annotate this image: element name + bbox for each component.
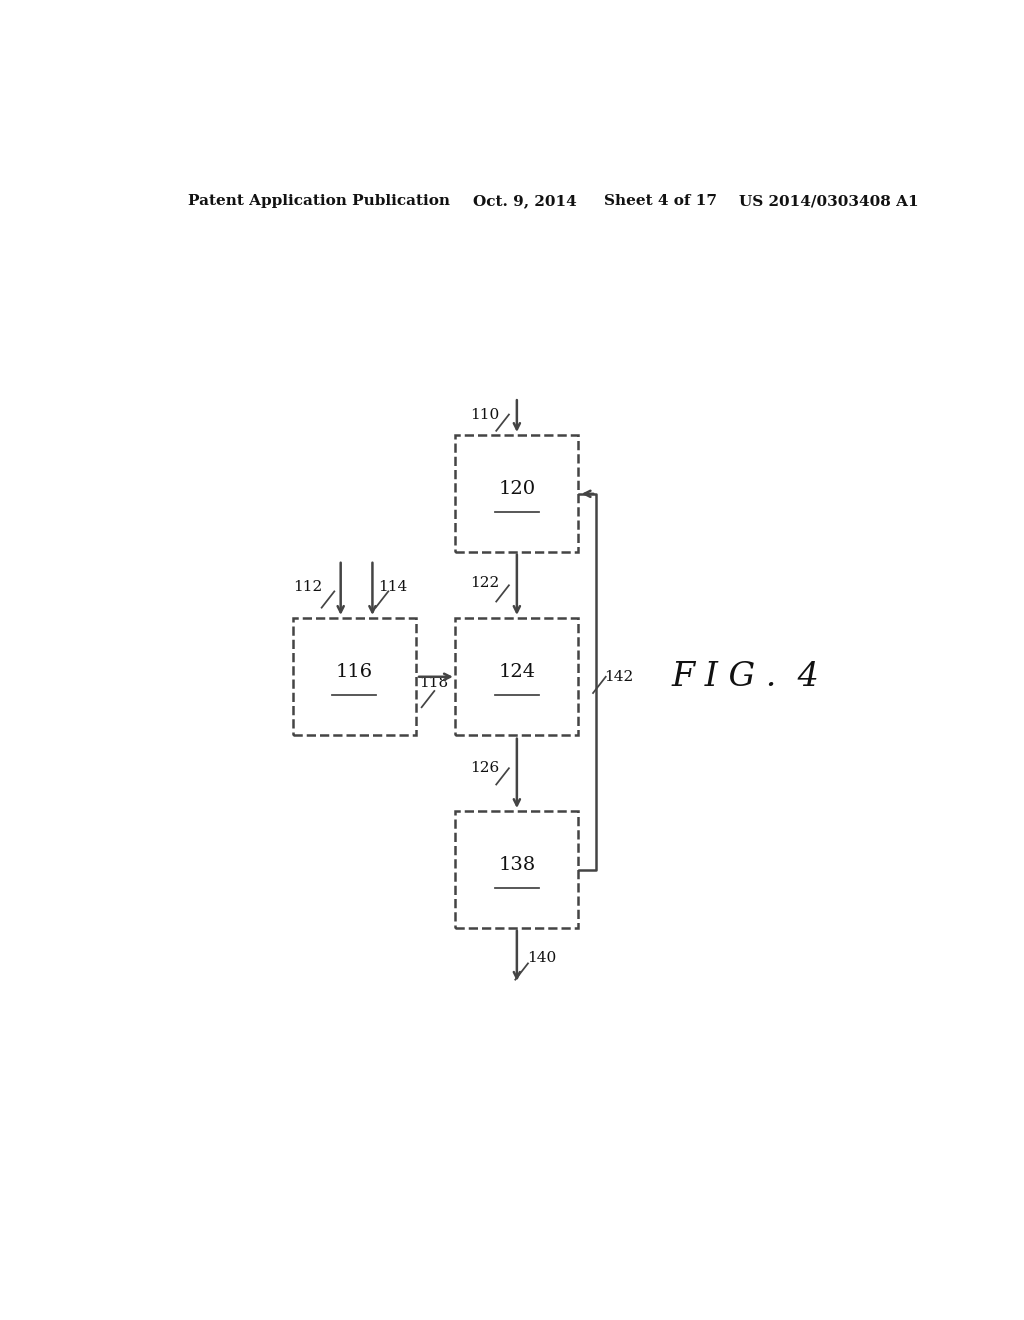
Text: 138: 138 bbox=[499, 855, 536, 874]
Text: Oct. 9, 2014: Oct. 9, 2014 bbox=[473, 194, 577, 209]
Text: 112: 112 bbox=[293, 581, 323, 594]
Text: 110: 110 bbox=[470, 408, 500, 421]
Text: 116: 116 bbox=[336, 663, 373, 681]
Text: 122: 122 bbox=[470, 577, 500, 590]
Text: 124: 124 bbox=[499, 663, 536, 681]
Bar bbox=[293, 618, 416, 735]
Text: 142: 142 bbox=[604, 669, 634, 684]
Text: 140: 140 bbox=[527, 952, 556, 965]
Text: Sheet 4 of 17: Sheet 4 of 17 bbox=[604, 194, 717, 209]
Text: 118: 118 bbox=[419, 676, 449, 690]
Text: US 2014/0303408 A1: US 2014/0303408 A1 bbox=[739, 194, 919, 209]
Text: F I G .  4: F I G . 4 bbox=[672, 661, 819, 693]
Text: Patent Application Publication: Patent Application Publication bbox=[187, 194, 450, 209]
Bar bbox=[456, 812, 579, 928]
Text: 126: 126 bbox=[470, 762, 500, 775]
Bar bbox=[456, 436, 579, 552]
Text: 114: 114 bbox=[378, 581, 408, 594]
Text: 120: 120 bbox=[499, 479, 536, 498]
Bar bbox=[456, 618, 579, 735]
